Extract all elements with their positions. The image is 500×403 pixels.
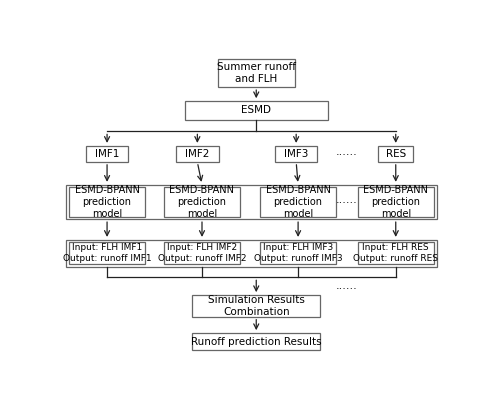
Text: RES: RES [386, 149, 406, 159]
Text: Simulation Results
Combination: Simulation Results Combination [208, 295, 304, 317]
Text: ESMD-BPANN
prediction
model: ESMD-BPANN prediction model [74, 185, 140, 218]
Text: ESMD: ESMD [241, 106, 271, 115]
Text: ESMD-BPANN
prediction
model: ESMD-BPANN prediction model [170, 185, 234, 218]
Text: ......: ...... [336, 281, 357, 291]
Text: ......: ...... [336, 147, 357, 157]
FancyBboxPatch shape [176, 146, 218, 162]
FancyBboxPatch shape [275, 146, 318, 162]
Text: IMF2: IMF2 [185, 149, 210, 159]
Text: Summer runoff
and FLH: Summer runoff and FLH [217, 62, 296, 84]
FancyBboxPatch shape [218, 59, 295, 87]
FancyBboxPatch shape [192, 295, 320, 317]
Text: Input: FLH IMF2
Output: runoff IMF2: Input: FLH IMF2 Output: runoff IMF2 [158, 243, 246, 263]
FancyBboxPatch shape [192, 333, 320, 350]
FancyBboxPatch shape [260, 187, 336, 217]
Text: ......: ...... [336, 195, 357, 206]
FancyBboxPatch shape [66, 185, 436, 219]
FancyBboxPatch shape [164, 187, 240, 217]
Text: ESMD-BPANN
prediction
model: ESMD-BPANN prediction model [266, 185, 330, 218]
Text: IMF3: IMF3 [284, 149, 308, 159]
FancyBboxPatch shape [86, 146, 128, 162]
Text: Runoff prediction Results: Runoff prediction Results [191, 337, 322, 347]
FancyBboxPatch shape [66, 240, 436, 266]
Text: Input: FLH IMF1
Output: runoff IMF1: Input: FLH IMF1 Output: runoff IMF1 [63, 243, 152, 263]
FancyBboxPatch shape [260, 242, 336, 264]
Text: Input: FLH IMF3
Output: runoff IMF3: Input: FLH IMF3 Output: runoff IMF3 [254, 243, 342, 263]
Text: Input: FLH RES
Output: runoff RES: Input: FLH RES Output: runoff RES [353, 243, 438, 263]
FancyBboxPatch shape [378, 146, 413, 162]
Text: ESMD-BPANN
prediction
model: ESMD-BPANN prediction model [363, 185, 428, 218]
FancyBboxPatch shape [70, 242, 145, 264]
FancyBboxPatch shape [164, 242, 240, 264]
FancyBboxPatch shape [358, 187, 434, 217]
FancyBboxPatch shape [358, 242, 434, 264]
Text: IMF1: IMF1 [95, 149, 120, 159]
FancyBboxPatch shape [70, 187, 145, 217]
FancyBboxPatch shape [184, 101, 328, 120]
